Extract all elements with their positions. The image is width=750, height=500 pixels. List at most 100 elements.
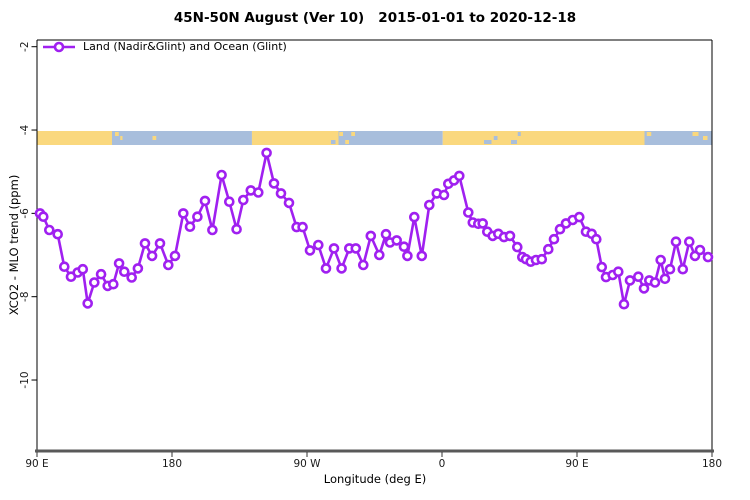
data-point-marker [453,170,465,182]
data-point-marker [169,250,181,262]
data-point-marker [694,244,706,256]
data-point-marker [275,188,287,199]
data-point-marker [391,235,403,246]
data-point-marker [184,221,196,232]
chart-title: 45N-50N August (Ver 10) 2015-01-01 to 20… [173,10,577,26]
map-band-speckle-land [120,136,123,140]
data-point-marker [664,263,676,275]
data-point-marker [199,195,211,207]
data-point-marker [612,266,624,278]
data-point-marker [573,211,585,223]
y-tick-label: -10 [19,371,31,388]
data-point-marker [655,254,667,266]
data-point-marker [462,207,474,218]
data-point-marker [624,275,636,286]
map-band-segment-ocean [358,131,443,145]
data-point-marker [146,250,158,262]
data-point-marker [542,243,554,255]
data-point-marker [548,233,560,245]
data-point-marker [126,272,137,283]
data-point-marker [207,224,218,236]
map-band-segment-land [251,131,339,145]
data-point-marker [89,277,100,288]
x-tick-label: 180 [702,458,722,470]
data-point-marker [231,223,242,235]
data-point-marker [504,230,516,242]
data-point-marker [596,261,608,273]
map-band-speckle-land [115,132,119,136]
data-point-marker [119,266,130,278]
data-point-marker [163,259,174,271]
data-point-marker [95,268,107,280]
x-tick-label: 90 E [565,458,588,470]
map-band-speckle-land [339,132,343,136]
data-point-marker [283,197,295,209]
data-point-marker [511,241,523,253]
data-point-marker [632,271,644,283]
map-band-segment-land [442,131,645,145]
data-point-marker [132,263,144,274]
map-band-speckle-ocean [493,136,498,140]
map-band-speckle-land [351,132,355,136]
data-point-marker [252,187,264,198]
map-band-speckle-land [345,140,349,144]
data-point-marker [261,147,272,159]
data-point-marker [683,236,695,247]
data-point-marker [554,223,566,235]
data-point-marker [350,243,362,254]
data-point-marker [312,239,324,251]
data-point-marker [373,249,385,261]
legend: Land (Nadir&Glint) and Ocean (Glint) [42,40,287,54]
data-point-marker [43,224,55,236]
map-band-speckle-ocean [331,140,336,144]
data-point-marker [77,263,89,275]
map-band-speckle-land [646,132,652,136]
data-point-marker [649,277,661,288]
data-point-marker [416,250,428,262]
data-point-marker [638,283,650,294]
map-band-speckle-land [703,136,708,140]
y-tick-label: -2 [19,41,31,51]
data-point-marker [618,298,630,310]
data-point-marker [178,208,189,219]
map-band-segment-land [37,131,112,145]
data-point-marker [154,238,166,249]
x-tick-label: 180 [162,458,182,470]
map-band-speckle-ocean [517,132,521,136]
map-band-speckle-ocean [484,140,492,144]
y-axis-title: XCO2 - MLO trend (ppm) [7,174,21,316]
y-tick-label: -6 [19,208,31,219]
data-point-marker [59,261,70,273]
data-point-marker [357,259,369,271]
map-band-speckle-land [152,136,157,140]
data-point-marker [139,238,151,249]
data-point-marker [192,211,203,222]
data-point-marker [297,221,308,233]
data-point-marker [328,243,340,254]
data-point-marker [216,169,227,181]
x-tick-label: 90 W [293,458,321,470]
data-point-marker [590,233,602,245]
map-band-segment-ocean [644,131,712,145]
x-tick-label: 0 [439,458,446,470]
legend-label: Land (Nadir&Glint) and Ocean (Glint) [83,40,287,53]
data-point-marker [82,298,93,309]
data-point-marker [438,189,450,201]
data-point-marker [320,263,332,274]
map-band-speckle-land [692,132,699,136]
data-point-marker [536,253,548,265]
data-point-marker [238,194,249,206]
data-point-marker [336,263,347,274]
y-tick-label: -8 [19,291,31,301]
data-point-marker [408,211,420,223]
data-point-marker [677,263,689,275]
data-point-marker [402,250,413,262]
data-point-marker [423,199,435,211]
data-point-marker [477,218,489,229]
map-band-speckle-ocean [511,140,517,144]
data-point-marker [52,228,64,240]
map-band-segment-ocean [112,131,252,145]
data-point-marker [670,236,682,247]
data-point-marker [365,230,377,242]
